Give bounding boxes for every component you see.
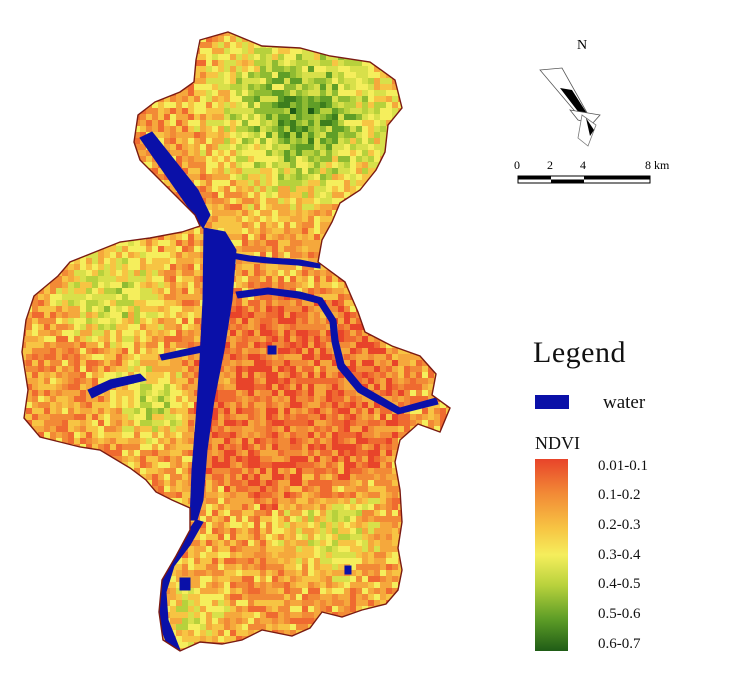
scale-tick-2: 2 [547, 158, 553, 172]
water-bodies [87, 131, 439, 651]
lake-west [87, 373, 147, 399]
scale-tick-4: 4 [580, 158, 586, 172]
ndvi-class-7: 0.6-0.7 [598, 636, 641, 652]
scale-bar [517, 175, 651, 184]
ndvi-title: NDVI [535, 433, 580, 453]
ndvi-class-1: 0.01-0.1 [598, 458, 648, 474]
ndvi-class-3: 0.2-0.3 [598, 517, 641, 533]
ndvi-class-4: 0.3-0.4 [598, 547, 641, 563]
ndvi-class-5: 0.4-0.5 [598, 576, 641, 592]
ndvi-class-6: 0.5-0.6 [598, 606, 641, 622]
ndvi-color-ramp [535, 459, 568, 651]
north-label: N [577, 38, 588, 53]
water-swatch [535, 395, 569, 409]
pond-southeast [344, 565, 352, 575]
north-arrow-needle-icon [560, 88, 588, 118]
scale-tick-0: 0 [514, 158, 520, 172]
ndvi-raster [22, 32, 450, 651]
ndvi-class-2: 0.1-0.2 [598, 487, 641, 503]
legend-title: Legend [533, 336, 626, 369]
canal-north [225, 251, 321, 269]
pond-center [267, 345, 277, 355]
river-main [189, 227, 237, 521]
river-branch-west [159, 344, 206, 361]
pond-south [179, 577, 191, 591]
canal-east [235, 287, 439, 415]
water-label: water [603, 392, 646, 413]
north-arrow [539, 67, 601, 147]
compass-south-icon [577, 114, 597, 147]
compass-dark-sliver-icon [586, 118, 594, 136]
scale-tick-8-km: 8 km [645, 158, 670, 172]
